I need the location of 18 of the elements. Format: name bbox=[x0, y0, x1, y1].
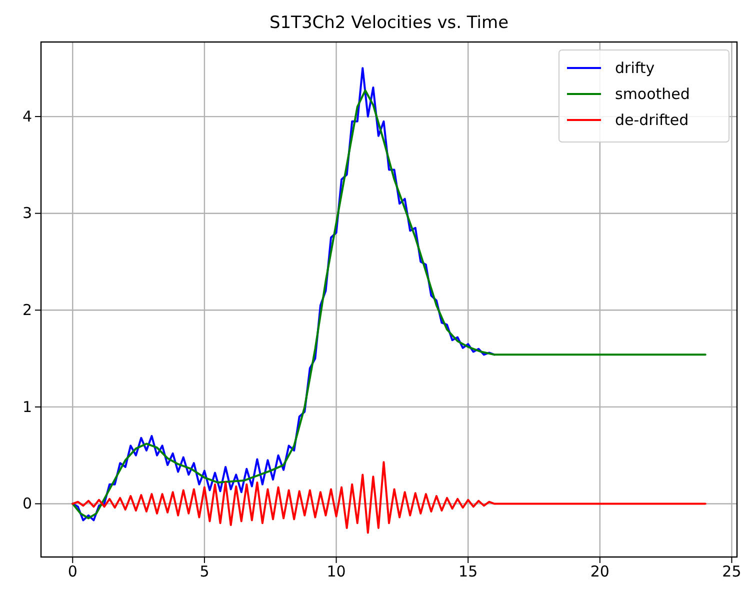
line-series bbox=[72, 67, 496, 522]
legend-label: drifty bbox=[615, 59, 655, 77]
x-tick-label: 5 bbox=[200, 562, 210, 581]
x-tick-label: 15 bbox=[458, 562, 478, 581]
x-tick-label: 10 bbox=[326, 562, 346, 581]
line-series bbox=[72, 89, 706, 520]
legend-label: de-drifted bbox=[615, 111, 689, 129]
chart-title: S1T3Ch2 Velocities vs. Time bbox=[269, 13, 509, 33]
x-tick-label: 20 bbox=[590, 562, 610, 581]
y-tick-label: 1 bbox=[22, 398, 32, 416]
y-tick-label: 4 bbox=[22, 107, 32, 126]
legend-label: smoothed bbox=[615, 85, 690, 103]
y-tick-label: 0 bbox=[22, 494, 32, 513]
y-tick-label: 3 bbox=[22, 204, 32, 222]
line-series bbox=[72, 461, 706, 534]
y-tick-label: 2 bbox=[22, 300, 32, 319]
x-tick-label: 0 bbox=[68, 562, 78, 581]
x-tick-label: 25 bbox=[722, 562, 741, 581]
